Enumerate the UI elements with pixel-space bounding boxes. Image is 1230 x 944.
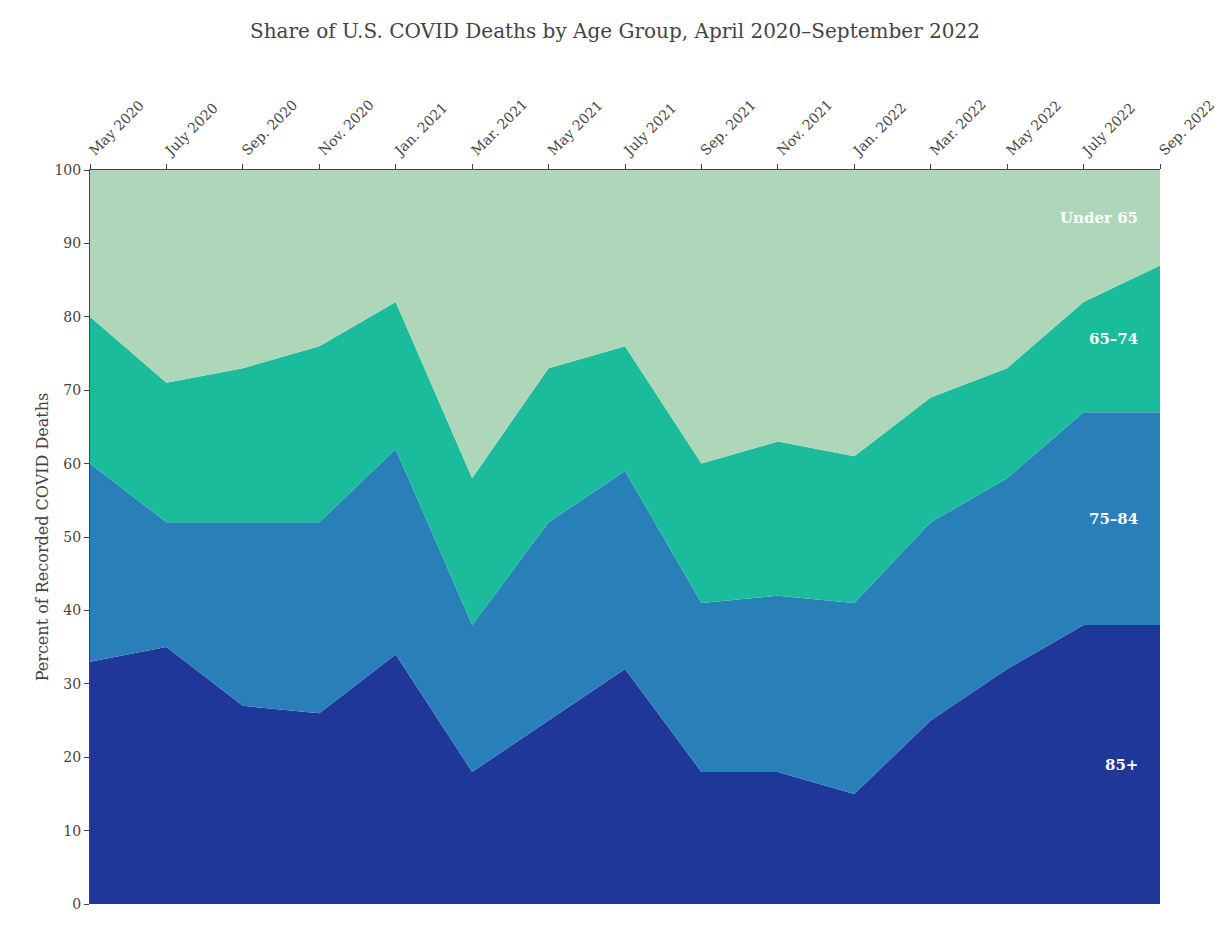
svg-text:Jan. 2022: Jan. 2022: [849, 99, 909, 159]
svg-text:70: 70: [63, 382, 81, 398]
svg-text:65–74: 65–74: [1089, 330, 1138, 348]
svg-text:60: 60: [63, 456, 81, 472]
svg-text:0: 0: [72, 896, 81, 912]
svg-text:Mar. 2022: Mar. 2022: [926, 96, 988, 158]
svg-text:Nov. 2021: Nov. 2021: [774, 97, 836, 159]
svg-text:10: 10: [63, 823, 81, 839]
svg-text:50: 50: [63, 529, 81, 545]
svg-text:75–84: 75–84: [1089, 510, 1138, 528]
svg-text:40: 40: [63, 602, 81, 618]
svg-text:Sep. 2022: Sep. 2022: [1156, 97, 1218, 159]
svg-text:Sep. 2021: Sep. 2021: [697, 97, 759, 159]
svg-text:Percent of Recorded COVID Deat: Percent of Recorded COVID Deaths: [33, 393, 52, 682]
svg-text:100: 100: [54, 162, 81, 178]
svg-text:July 2021: July 2021: [619, 100, 679, 160]
svg-text:May 2020: May 2020: [86, 97, 147, 158]
svg-text:Under 65: Under 65: [1060, 209, 1138, 227]
svg-text:Nov. 2020: Nov. 2020: [315, 97, 377, 159]
svg-text:July 2022: July 2022: [1078, 100, 1138, 160]
svg-text:Sep. 2020: Sep. 2020: [239, 97, 301, 159]
svg-text:Jan. 2021: Jan. 2021: [390, 99, 450, 159]
svg-text:90: 90: [63, 235, 81, 251]
svg-text:20: 20: [63, 749, 81, 765]
svg-text:30: 30: [63, 676, 81, 692]
svg-text:May 2022: May 2022: [1003, 97, 1064, 158]
svg-text:July 2020: July 2020: [161, 100, 221, 160]
svg-text:85+: 85+: [1105, 756, 1138, 774]
svg-text:Share of U.S. COVID Deaths by: Share of U.S. COVID Deaths by Age Group,…: [250, 19, 980, 43]
svg-text:May 2021: May 2021: [544, 97, 605, 158]
svg-text:80: 80: [63, 309, 81, 325]
svg-text:Mar. 2021: Mar. 2021: [468, 96, 530, 158]
